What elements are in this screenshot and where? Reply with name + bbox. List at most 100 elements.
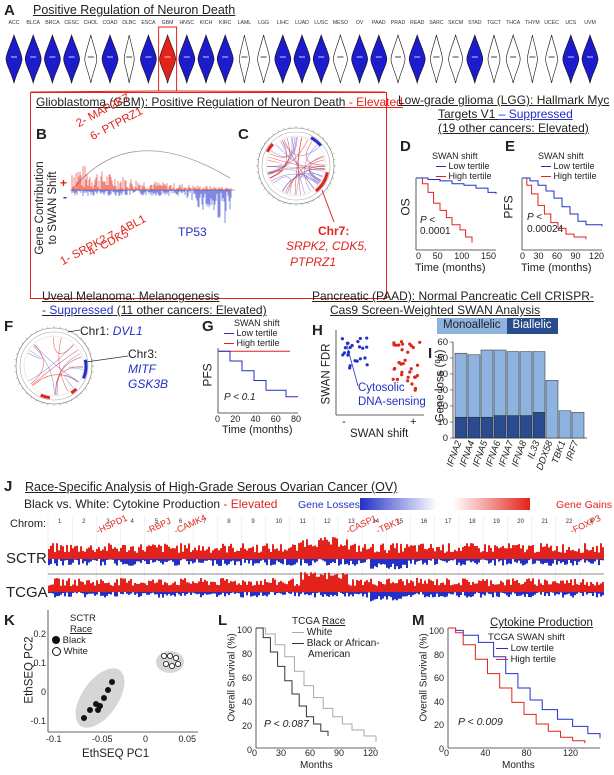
cnv-gain bbox=[286, 550, 288, 559]
cnv-loss bbox=[86, 559, 88, 566]
cnv-gain bbox=[132, 546, 134, 559]
cnv-gain bbox=[388, 550, 390, 559]
panel-k-xtick: 0 bbox=[142, 734, 148, 744]
cnv-loss bbox=[110, 592, 112, 595]
cnv-gain bbox=[218, 585, 220, 592]
cnv-loss bbox=[556, 559, 558, 565]
cnv-gain bbox=[552, 551, 554, 559]
cancer-label: TGCT bbox=[487, 20, 502, 26]
panel-f-chr1-label: Chr1: bbox=[80, 324, 113, 338]
panel-l-legend-black: Black or African- bbox=[292, 638, 380, 649]
cnv-loss bbox=[596, 592, 598, 598]
cnv-loss bbox=[554, 559, 556, 560]
circos-link bbox=[269, 138, 290, 179]
cnv-gain bbox=[476, 546, 478, 559]
cnv-loss bbox=[422, 592, 424, 595]
scatter-point-neg bbox=[355, 359, 359, 363]
cnv-gain bbox=[548, 584, 550, 592]
cnv-loss bbox=[150, 559, 152, 560]
cnv-gain bbox=[48, 549, 50, 559]
cnv-loss bbox=[210, 559, 212, 561]
cnv-gain bbox=[62, 579, 64, 592]
cnv-loss bbox=[540, 559, 542, 564]
cnv-gain bbox=[298, 585, 300, 592]
panel-d-high: High tertile bbox=[448, 171, 492, 181]
cnv-gain bbox=[306, 573, 308, 592]
circos-tick bbox=[257, 177, 260, 179]
cnv-gain bbox=[292, 578, 294, 592]
cnv-loss bbox=[208, 592, 210, 595]
cnv-loss bbox=[88, 559, 90, 563]
cnv-gain bbox=[590, 550, 592, 559]
cnv-loss bbox=[354, 592, 356, 594]
cnv-loss bbox=[300, 559, 302, 566]
circos-tick bbox=[15, 353, 18, 355]
cnv-gain bbox=[524, 552, 526, 559]
cnv-gain bbox=[122, 544, 124, 559]
cnv-loss bbox=[214, 559, 216, 561]
cnv-loss bbox=[464, 592, 466, 596]
cnv-loss bbox=[528, 592, 530, 598]
cnv-loss bbox=[382, 559, 384, 565]
chr3-pointer bbox=[85, 355, 129, 363]
cnv-gain bbox=[66, 545, 68, 559]
cnv-gain bbox=[168, 546, 170, 559]
cnv-loss bbox=[418, 592, 420, 595]
cnv-loss bbox=[114, 592, 116, 597]
cnv-gain bbox=[140, 582, 142, 592]
circos-tick bbox=[329, 183, 332, 185]
cnv-gain bbox=[132, 585, 134, 592]
circos-link bbox=[267, 159, 282, 167]
cnv-loss bbox=[178, 592, 180, 595]
cnv-gain bbox=[446, 551, 448, 559]
cnv-loss bbox=[500, 559, 502, 561]
cnv-gain bbox=[164, 543, 166, 559]
cnv-loss bbox=[322, 559, 324, 561]
panel-e-legend-high: High tertile bbox=[541, 171, 597, 181]
cnv-gain bbox=[78, 578, 80, 592]
cnv-gain bbox=[92, 582, 94, 592]
cnv-gain bbox=[258, 552, 260, 559]
cnv-loss bbox=[220, 559, 222, 566]
cnv-gain bbox=[80, 581, 82, 592]
cnv-loss bbox=[502, 559, 504, 566]
cnv-loss bbox=[140, 592, 142, 597]
cnv-gain bbox=[208, 546, 210, 559]
cnv-gain bbox=[478, 580, 480, 592]
cnv-loss bbox=[356, 592, 358, 594]
cnv-loss bbox=[102, 592, 104, 596]
cnv-gain bbox=[276, 548, 278, 559]
cnv-gain bbox=[174, 548, 176, 559]
cnv-loss bbox=[116, 592, 118, 597]
circos-tick bbox=[90, 377, 93, 379]
bar-monoallelic-ddx58 bbox=[545, 380, 559, 439]
cnv-loss bbox=[386, 592, 388, 600]
panel-m-ytick: 100 bbox=[428, 626, 444, 636]
cnv-loss bbox=[380, 592, 382, 600]
chrom-label: 10 bbox=[276, 519, 283, 525]
cnv-gain bbox=[434, 551, 436, 559]
cnv-gain bbox=[508, 543, 510, 559]
cnv-loss bbox=[106, 592, 108, 596]
violin-ov bbox=[351, 34, 368, 85]
cnv-gain bbox=[254, 552, 256, 559]
cnv-loss bbox=[52, 592, 54, 594]
cnv-loss bbox=[274, 559, 276, 565]
circos-track bbox=[23, 335, 85, 397]
cnv-loss bbox=[468, 592, 470, 597]
cnv-gain bbox=[394, 548, 396, 559]
cnv-gain bbox=[168, 585, 170, 592]
cnv-loss bbox=[532, 592, 534, 596]
cnv-gain bbox=[198, 581, 200, 592]
chrom-label: 15 bbox=[396, 519, 403, 525]
cnv-gain bbox=[216, 548, 218, 559]
chrom-label: 22 bbox=[566, 519, 573, 525]
cnv-loss bbox=[600, 559, 602, 561]
chrom-label: 1 bbox=[58, 519, 62, 525]
cnv-gain bbox=[544, 546, 546, 559]
cnv-loss bbox=[474, 592, 476, 594]
copy-number-tracks: 1 2 3 4 5 6 7 8 9 10 11 12 13 14 15 16 17 18 19 20 21 22 X-HSP… bbox=[47, 512, 604, 602]
cnv-gain bbox=[246, 550, 248, 559]
panel-g-xtick: 0 bbox=[215, 414, 221, 424]
cnv-loss bbox=[520, 592, 522, 596]
